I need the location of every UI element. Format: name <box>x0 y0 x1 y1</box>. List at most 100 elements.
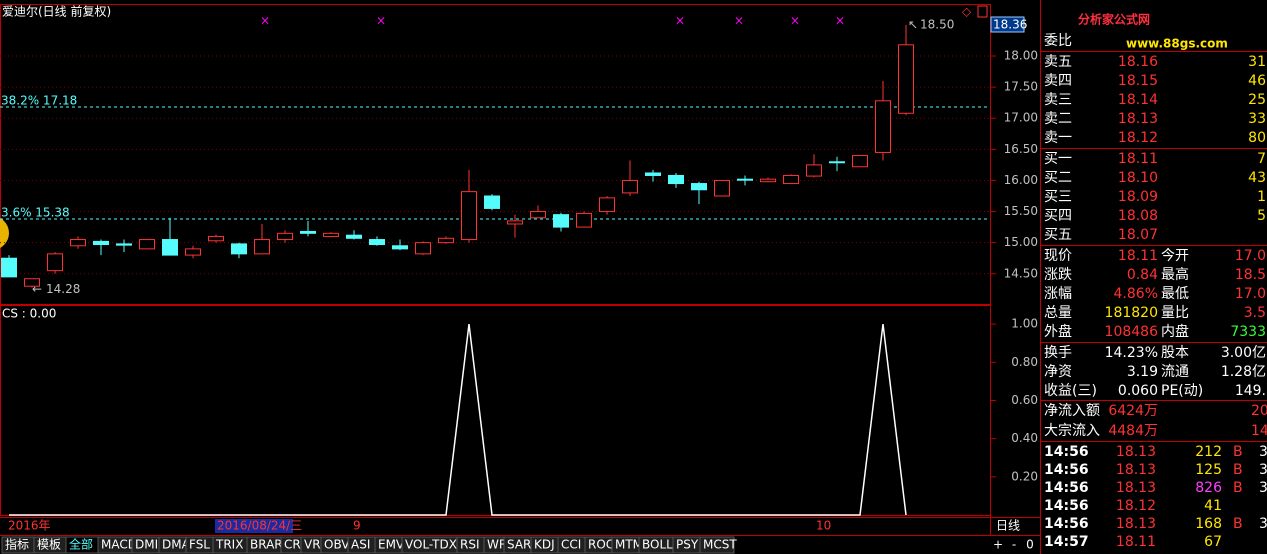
tab-label[interactable]: BOLL <box>642 538 673 552</box>
y-tick-label: 15.00 <box>1004 235 1038 249</box>
candle-body <box>461 191 477 241</box>
tab-button[interactable]: + <box>993 538 1003 552</box>
stat-label: 涨幅 <box>1044 286 1072 302</box>
candle-body <box>277 232 293 241</box>
book-price: 18.12 <box>1118 130 1158 146</box>
candle-body <box>852 155 868 168</box>
tab-label[interactable]: DMA <box>162 538 191 552</box>
date-label: 9 <box>353 519 361 533</box>
candle-body <box>231 243 247 255</box>
book-label: 卖四 <box>1044 73 1072 89</box>
tab-label[interactable]: ROC <box>588 538 614 552</box>
svg-text:×: × <box>734 14 744 28</box>
stat-value: 0.84 <box>1127 267 1158 283</box>
candle-body <box>415 242 431 255</box>
candle-body <box>760 178 776 183</box>
tick-time: 14:57 <box>1044 534 1089 550</box>
tab-label[interactable]: CCI <box>561 538 581 552</box>
candle-body <box>806 164 822 177</box>
tick-time: 14:56 <box>1044 444 1089 460</box>
tick-price: 18.13 <box>1116 444 1156 460</box>
tab-label[interactable]: EMV <box>378 538 405 552</box>
tick-volume: 168 <box>1195 516 1222 532</box>
tab-label[interactable]: MACD <box>101 538 137 552</box>
book-volume: 43 <box>1248 170 1266 186</box>
tab-label[interactable]: PSY <box>676 538 699 552</box>
candle-body <box>737 178 753 181</box>
candle-body <box>24 278 40 287</box>
period[interactable]: 日线 <box>996 519 1020 533</box>
tab-label[interactable]: RSI <box>460 538 480 552</box>
tab-label[interactable]: DMI <box>135 538 158 552</box>
low-label: 14.28 <box>46 282 80 296</box>
stat-label: 大宗流入 <box>1044 423 1100 439</box>
side-icon[interactable] <box>0 216 9 250</box>
book-volume: 46 <box>1248 73 1266 89</box>
tab-label[interactable]: MCST <box>703 538 737 552</box>
candle-body <box>162 239 178 256</box>
book-volume: 1 <box>1257 189 1266 205</box>
icon[interactable]: ◇ <box>962 5 972 19</box>
stat-value: 3.5 <box>1244 305 1266 321</box>
y-tick-label: 0.40 <box>1011 431 1038 445</box>
tab-label[interactable]: WR <box>487 538 507 552</box>
svg-text:×: × <box>260 14 270 28</box>
tick-price: 18.13 <box>1116 462 1156 478</box>
tick-price: 18.13 <box>1116 480 1156 496</box>
stat-label: PE(动) <box>1161 383 1203 399</box>
quote-header: 委比 <box>1044 33 1072 49</box>
book-volume: 7 <box>1257 151 1266 167</box>
stat-label: 股本 <box>1161 345 1189 361</box>
candle-body <box>576 212 592 228</box>
stat-value: 6424万 <box>1108 403 1158 419</box>
tab-label[interactable]: SAR <box>507 538 531 552</box>
svg-text:×: × <box>376 14 386 28</box>
stat-label: 最低 <box>1161 286 1189 302</box>
candle-body <box>323 232 339 237</box>
tab-label[interactable]: ASI <box>351 538 370 552</box>
tab-label[interactable]: FSL <box>189 538 210 552</box>
stat-value: 7333 <box>1230 324 1266 340</box>
tick-time: 14:56 <box>1044 480 1089 496</box>
icon[interactable] <box>977 5 988 18</box>
tab-label[interactable]: OBV <box>324 538 350 552</box>
book-label: 买三 <box>1044 189 1072 205</box>
candle-body <box>369 239 385 246</box>
tick-side: B <box>1233 480 1243 496</box>
tick-price: 18.13 <box>1116 516 1156 532</box>
candle-body <box>622 179 638 194</box>
tab-button[interactable]: - <box>1012 538 1016 552</box>
tick-count: 3 <box>1259 516 1267 532</box>
tick-side: B <box>1233 462 1243 478</box>
tab-label[interactable]: 全部 <box>69 537 93 552</box>
book-label: 买五 <box>1044 227 1072 243</box>
y-tick-label: 0.20 <box>1011 469 1038 483</box>
candle-body <box>783 174 799 185</box>
y-tick-label: 18.00 <box>1004 49 1038 63</box>
candle-body <box>484 195 500 209</box>
stat-value: 4484万 <box>1108 423 1158 439</box>
tab-label[interactable]: KDJ <box>534 538 555 552</box>
stat-value: 14 <box>1251 423 1267 439</box>
tab-label[interactable]: 模板 <box>37 538 61 552</box>
tick-volume: 125 <box>1195 462 1222 478</box>
candle-body <box>553 214 569 228</box>
tab-label[interactable]: TRIX <box>215 538 243 552</box>
tab[interactable] <box>699 536 735 554</box>
candle-body <box>70 239 86 247</box>
tick-volume: 67 <box>1204 534 1222 550</box>
book-label: 买二 <box>1044 170 1072 186</box>
tab-button[interactable]: 0 <box>1026 538 1034 552</box>
tab-label[interactable]: MTM <box>615 538 643 552</box>
tab-label[interactable]: 指标 <box>5 537 29 552</box>
stat-label: 现价 <box>1044 248 1072 264</box>
tab-label[interactable]: VR <box>304 538 321 552</box>
candle-body <box>392 245 408 250</box>
tab-label[interactable]: VOL-TDX <box>405 538 457 552</box>
tick-time: 14:56 <box>1044 462 1089 478</box>
tab-label[interactable]: BRAR <box>250 538 283 552</box>
book-volume: 80 <box>1248 130 1266 146</box>
y-tick-label: 16.50 <box>1004 142 1038 156</box>
tab-label[interactable]: CR <box>284 538 301 552</box>
